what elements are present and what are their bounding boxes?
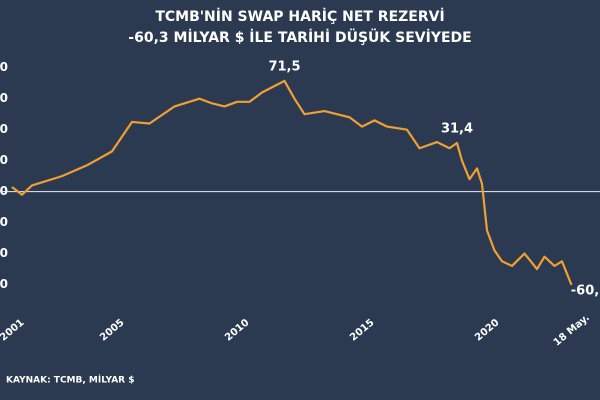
annotation: 31,4 [441, 121, 473, 136]
y-tick-label: 40 [0, 122, 8, 136]
annotation: -60,3 [571, 283, 600, 298]
y-tick-label: 80 [0, 60, 8, 74]
source: KAYNAK: TCMB, MİLYAR $ [6, 375, 135, 386]
data-line [11, 79, 573, 286]
y-tick-label: -60 [0, 277, 8, 291]
y-tick-label: 20 [0, 153, 8, 167]
y-tick-label: -40 [0, 246, 8, 260]
annotation: 71,5 [268, 59, 300, 74]
y-tick-label: 60 [0, 91, 8, 105]
chart-title: TCMB'NİN SWAP HARİÇ NET REZERVİ [155, 8, 444, 25]
chart-title: -60,3 MİLYAR $ İLE TARİHİ DÜŞÜK SEVİYEDE [128, 28, 471, 46]
y-tick-label: -20 [0, 215, 8, 229]
